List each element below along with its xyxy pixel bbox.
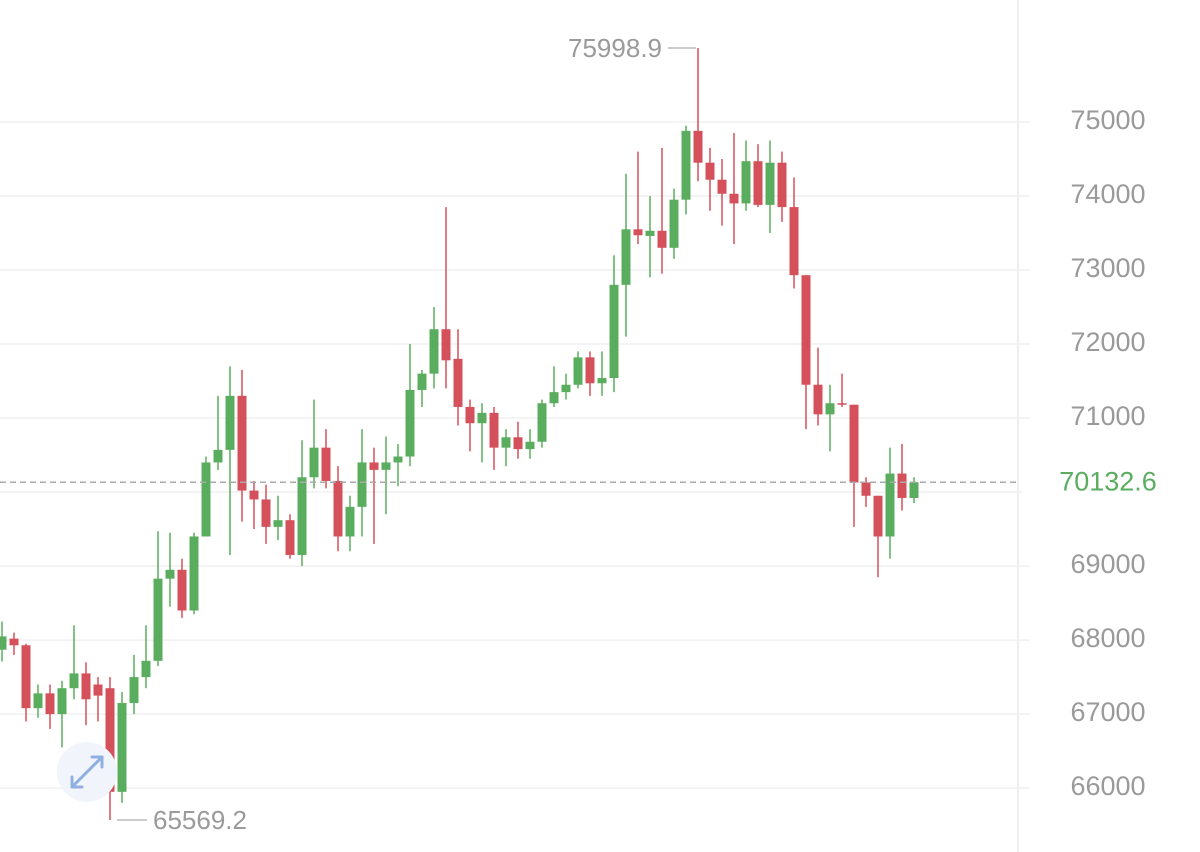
high-label: 75998.9 — [568, 33, 662, 63]
candle-body — [573, 357, 583, 385]
candle-body — [681, 130, 691, 200]
candle-body — [369, 462, 379, 470]
low-label: 65569.2 — [153, 805, 247, 835]
candle-body — [177, 569, 187, 611]
candle-body — [885, 473, 895, 537]
candle-body — [549, 392, 559, 404]
candle-body — [129, 677, 139, 704]
candle-body — [729, 193, 739, 204]
candle-body — [477, 412, 487, 424]
candle-body — [285, 520, 295, 555]
candle-body — [249, 490, 259, 500]
candle-body — [345, 506, 355, 537]
candle-body — [321, 447, 331, 481]
candle-body — [21, 645, 31, 709]
candle-body — [105, 688, 115, 792]
candle-body — [693, 130, 703, 163]
grid: 6600067000680006900070000710007200073000… — [0, 105, 1146, 801]
candle-body — [777, 162, 787, 208]
candle-body — [9, 638, 19, 646]
candle-body — [633, 229, 643, 236]
candle-body — [333, 480, 343, 537]
y-tick-label: 73000 — [1070, 253, 1145, 283]
candle-body — [861, 482, 871, 496]
candle-body — [237, 395, 247, 491]
candle-body — [765, 162, 775, 205]
candle-body — [753, 161, 763, 205]
expand-button[interactable] — [57, 742, 117, 802]
candle-body — [165, 569, 175, 579]
candle-body — [297, 477, 307, 555]
expand-icon[interactable] — [70, 755, 104, 789]
y-tick-label: 74000 — [1070, 179, 1145, 209]
candle-body — [141, 660, 151, 678]
candle-body — [393, 456, 403, 463]
candle-body — [81, 673, 91, 700]
candle-body — [537, 403, 547, 442]
candle-body — [441, 329, 451, 361]
candle-body — [153, 578, 163, 661]
candle-body — [33, 693, 43, 709]
candle-body — [849, 404, 859, 483]
candle-body — [717, 179, 727, 194]
candle-body — [825, 403, 835, 415]
candle-body — [525, 441, 535, 450]
y-tick-label: 66000 — [1070, 771, 1145, 801]
candle-body — [609, 284, 619, 379]
candle-body — [405, 389, 415, 457]
candle-body — [45, 693, 55, 715]
last-price-label: 70132.6 — [1059, 466, 1157, 496]
candle-body — [657, 230, 667, 248]
candle-body — [417, 373, 427, 390]
y-tick-label: 72000 — [1070, 327, 1145, 357]
candle-body — [273, 520, 283, 527]
y-tick-label: 69000 — [1070, 549, 1145, 579]
candle-body — [585, 357, 595, 384]
candle-body — [225, 395, 235, 450]
candle-body — [789, 207, 799, 276]
candle-body — [669, 199, 679, 248]
candle-body — [513, 437, 523, 450]
y-tick-label: 67000 — [1070, 697, 1145, 727]
candle-body — [465, 406, 475, 424]
y-tick-label: 75000 — [1070, 105, 1145, 135]
candle-body — [813, 384, 823, 415]
candle-body — [57, 688, 67, 715]
candle-body — [381, 462, 391, 470]
candle-body — [873, 495, 883, 537]
candle-body — [309, 447, 319, 478]
candle-body — [429, 329, 439, 374]
overlay: 75998.9 65569.2 70132.6 — [0, 33, 1172, 835]
candle-body — [909, 482, 919, 498]
candle-body — [489, 412, 499, 448]
candle-body — [201, 462, 211, 537]
candle-body — [561, 384, 571, 393]
candle-body — [837, 403, 847, 405]
candle-body — [705, 162, 715, 180]
candle-body — [261, 499, 271, 527]
candle-body — [93, 684, 103, 696]
candle-body — [645, 230, 655, 236]
candle-body — [741, 161, 751, 204]
y-tick-label: 68000 — [1070, 623, 1145, 653]
candle-body — [801, 275, 811, 385]
candle-body — [897, 473, 907, 498]
candle-body — [0, 636, 7, 650]
candle-body — [213, 449, 223, 463]
candle-body — [357, 462, 367, 507]
candle-body — [501, 437, 511, 448]
last-price-box — [1022, 463, 1172, 502]
candle-body — [453, 358, 463, 407]
candle-body — [189, 536, 199, 611]
candles — [0, 48, 919, 821]
candle-body — [117, 703, 127, 792]
candle-body — [69, 673, 79, 689]
y-tick-label: 71000 — [1070, 401, 1145, 431]
candle-body — [621, 229, 631, 285]
candle-body — [597, 378, 607, 384]
